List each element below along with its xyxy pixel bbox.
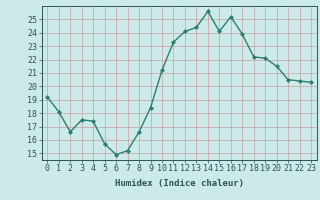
X-axis label: Humidex (Indice chaleur): Humidex (Indice chaleur) [115, 179, 244, 188]
